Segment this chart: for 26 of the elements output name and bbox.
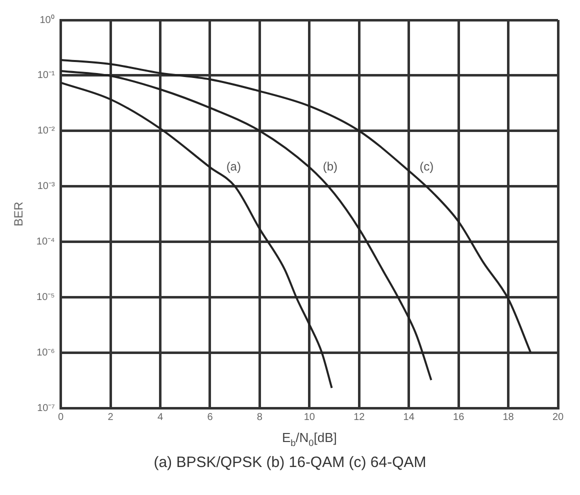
y-tick-label: 10⁻⁵ [36,292,55,303]
y-tick-label: 10⁻⁶ [36,347,55,358]
line-series [60,70,432,381]
x-tick-label: 8 [256,412,263,423]
x-tick-label: 12 [354,412,366,423]
y-tick-label: 10⁻⁴ [36,236,55,248]
x-tick-label: 10 [304,412,316,423]
y-tick-label: 10⁻³ [37,181,56,192]
series-label: (b) [322,160,338,174]
series-label: (a) [226,160,241,174]
text: (a) BPSK/QPSK (b) 16-QAM (c) 64-QAM [152,454,428,471]
y-axis-title: BER [12,201,26,226]
x-tick-label: 4 [157,412,164,423]
x-tick-label: 16 [453,412,465,423]
x-tick-label: 18 [502,412,514,423]
line-series [60,58,532,354]
y-tick-label: 10⁻² [37,126,56,137]
x-tick-label: 0 [58,412,64,423]
y-tick-label: 10⁻⁷ [37,402,56,414]
x-tick-label: 20 [552,412,564,423]
x-tick-label: 2 [108,412,114,423]
y-tick-label: 10⁻¹ [37,70,56,82]
x-tick-label: 14 [403,412,415,423]
series-label: (c) [420,160,434,174]
y-tick-label: 10⁰ [40,14,55,26]
x-tick-label: 6 [207,412,214,423]
